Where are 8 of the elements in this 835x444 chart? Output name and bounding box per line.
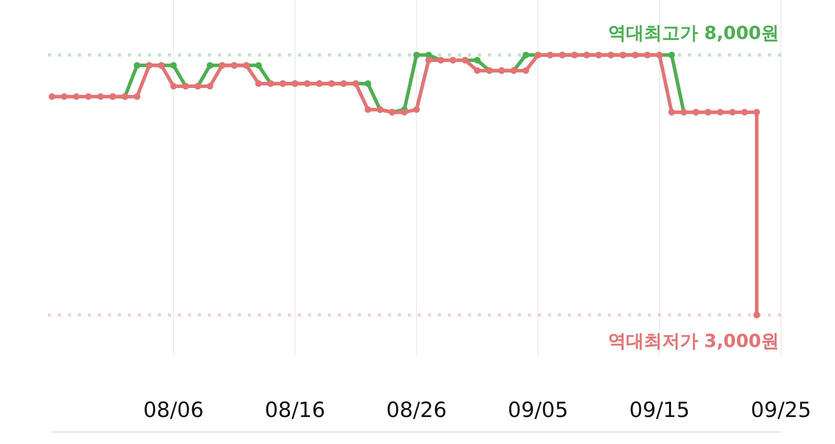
x-tick-label: 09/15 [629, 398, 690, 422]
ref-line-label: 역대최고가 8,000원 [608, 23, 779, 44]
x-tick-label: 08/06 [143, 398, 204, 422]
x-tick-label: 09/05 [508, 398, 568, 422]
ref-line-label: 역대최저가 3,000원 [608, 331, 779, 352]
x-tick-label: 09/25 [750, 398, 812, 422]
x-tick-label: 08/16 [264, 398, 326, 422]
x-tick-label: 08/26 [386, 398, 447, 422]
